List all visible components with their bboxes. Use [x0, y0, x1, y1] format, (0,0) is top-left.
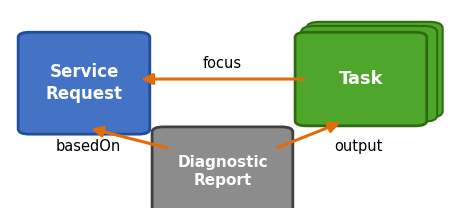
- FancyBboxPatch shape: [301, 26, 437, 122]
- FancyBboxPatch shape: [18, 32, 150, 134]
- FancyBboxPatch shape: [295, 32, 427, 126]
- FancyBboxPatch shape: [152, 127, 293, 208]
- Text: output: output: [335, 139, 383, 154]
- Text: Diagnostic
Report: Diagnostic Report: [177, 155, 268, 188]
- Text: Service
Request: Service Request: [45, 63, 123, 103]
- FancyBboxPatch shape: [306, 22, 443, 118]
- Text: basedOn: basedOn: [56, 139, 121, 154]
- Text: Task: Task: [339, 70, 383, 88]
- Text: focus: focus: [203, 56, 242, 71]
